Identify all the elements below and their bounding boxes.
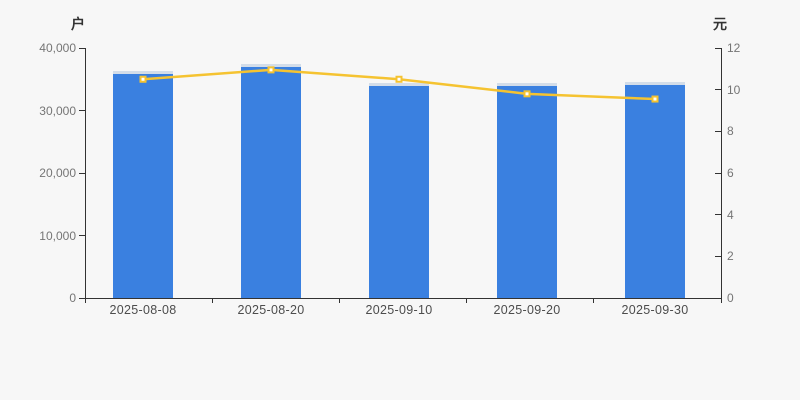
right-axis-tick [715, 214, 721, 216]
bar-segment [369, 85, 429, 298]
x-axis-category-label: 2025-08-20 [237, 303, 305, 317]
price-line [141, 68, 657, 101]
right-axis-tick [715, 255, 721, 257]
right-axis-tick-label: 8 [727, 124, 734, 139]
right-axis-tick-label: 6 [727, 166, 734, 180]
x-axis-tick [466, 298, 468, 303]
x-axis-category-label: 2025-09-10 [365, 303, 433, 317]
x-axis-tick [338, 298, 340, 303]
bar-segment [241, 67, 301, 298]
x-axis-category-label: 2025-09-20 [493, 303, 561, 317]
line-data-marker [267, 66, 275, 74]
right-axis-tick [715, 47, 721, 49]
right-axis-unit-label: 元 [713, 16, 727, 32]
right-axis-tick [715, 172, 721, 174]
x-axis-tick [720, 298, 722, 303]
left-axis-tick-label: 30,000 [39, 103, 76, 118]
bar-top-cap [241, 64, 301, 68]
left-y-axis-line [85, 48, 86, 298]
bar-top-cap [113, 70, 173, 74]
x-axis-tick [593, 298, 595, 303]
left-axis-tick [79, 110, 85, 111]
bar-top-cap [497, 83, 557, 87]
left-axis-tick-label: 0 [69, 291, 76, 305]
bar-segment [625, 84, 685, 298]
right-axis-tick [715, 130, 721, 132]
left-axis-tick-label: 20,000 [39, 166, 76, 180]
bar-top-cap [625, 81, 685, 85]
left-axis-tick [79, 172, 85, 174]
x-axis-tick [211, 298, 213, 303]
right-axis-tick-label: 4 [727, 207, 734, 222]
line-data-marker [523, 90, 531, 98]
bar-segment [113, 73, 173, 298]
x-axis-category-label: 2025-09-30 [621, 303, 689, 317]
left-axis-tick [79, 297, 85, 299]
x-axis-category-label: 2025-08-08 [109, 303, 177, 317]
left-axis-tick-label: 40,000 [39, 41, 76, 55]
right-axis-tick-label: 0 [727, 291, 734, 305]
bar-segment [497, 86, 557, 298]
bar-top-cap [369, 82, 429, 86]
left-axis-unit-label: 户 [71, 16, 85, 32]
x-axis-line [85, 298, 722, 299]
left-axis-tick-label: 10,000 [39, 228, 76, 243]
right-axis-tick [715, 89, 721, 91]
right-y-axis-line [721, 48, 722, 298]
right-axis-tick-label: 12 [727, 41, 741, 55]
line-data-marker [395, 75, 403, 83]
left-axis-tick [79, 235, 85, 236]
left-axis-tick [79, 47, 85, 49]
line-data-marker [139, 75, 147, 83]
right-axis-tick-label: 10 [727, 82, 741, 97]
line-data-marker [651, 95, 659, 103]
right-axis-tick-label: 2 [727, 249, 734, 264]
x-axis-tick [84, 298, 86, 303]
right-axis-tick [715, 297, 721, 299]
